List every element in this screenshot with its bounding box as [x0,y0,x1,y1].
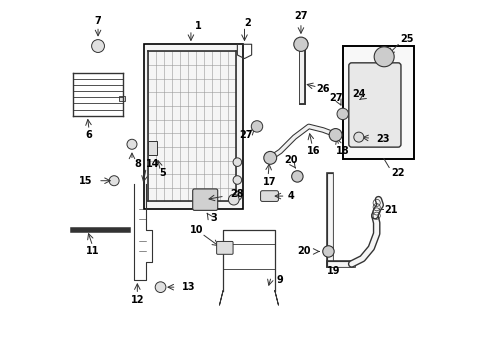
Circle shape [91,40,104,53]
Text: 20: 20 [284,156,297,165]
Circle shape [251,121,262,132]
Circle shape [233,176,241,184]
Text: 21: 21 [383,205,397,215]
Text: 11: 11 [86,247,99,256]
Text: 18: 18 [335,147,349,157]
FancyBboxPatch shape [216,242,233,254]
Text: 20: 20 [297,247,310,256]
FancyBboxPatch shape [348,63,400,147]
Circle shape [233,192,241,201]
Text: 19: 19 [326,266,340,276]
Text: 24: 24 [352,89,365,99]
Bar [148,141,157,155]
Text: 12: 12 [130,295,144,305]
Text: 23: 23 [376,134,389,144]
Circle shape [328,129,341,141]
FancyBboxPatch shape [192,189,217,210]
Text: 28: 28 [230,189,244,199]
Text: 8: 8 [134,159,141,169]
Text: 13: 13 [182,282,195,292]
Circle shape [373,47,393,67]
Text: 6: 6 [85,130,92,140]
Text: 10: 10 [189,225,203,235]
Circle shape [322,246,333,257]
Text: 9: 9 [276,275,283,285]
Text: 16: 16 [307,147,320,157]
Bar [119,96,124,102]
Text: 7: 7 [95,16,101,26]
Text: 3: 3 [210,212,217,222]
Circle shape [291,171,303,182]
Bar [342,46,413,158]
Text: 27: 27 [294,11,307,21]
Text: 22: 22 [390,168,404,178]
Text: 2: 2 [244,18,251,28]
Text: 26: 26 [316,84,329,94]
Text: 1: 1 [194,21,201,31]
Circle shape [263,152,276,164]
Bar [144,44,242,208]
Circle shape [336,108,348,120]
Circle shape [228,194,239,205]
Circle shape [127,139,137,149]
Text: 17: 17 [262,177,276,187]
Text: 5: 5 [159,168,165,178]
Text: 27: 27 [239,130,252,140]
Text: 14: 14 [146,159,160,169]
Circle shape [155,282,165,293]
Text: 4: 4 [287,191,294,201]
Text: 15: 15 [79,176,93,186]
Circle shape [233,158,241,166]
Circle shape [109,176,119,186]
Text: 27: 27 [328,93,342,103]
FancyBboxPatch shape [260,191,278,202]
Circle shape [293,37,307,51]
Circle shape [353,132,363,142]
Text: 25: 25 [400,34,413,44]
